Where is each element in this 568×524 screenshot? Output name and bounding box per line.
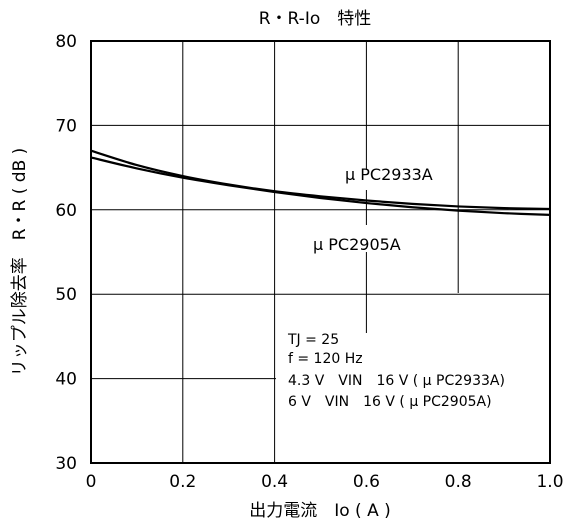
condition-line-2: f = 120 Hz [288, 351, 363, 367]
series-line-1 [90, 156, 551, 216]
y-tick-label-0: 30 [55, 454, 77, 474]
series-label-pc2933a: μ PC2933A [345, 165, 433, 184]
condition-line-3: 4.3 V VIN 16 V ( μ PC2933A) [288, 373, 505, 389]
x-tick-labels: 0 0.2 0.4 0.6 0.8 1.0 [86, 472, 564, 492]
series-line-0 [90, 149, 551, 211]
x-tick-label-3: 0.6 [353, 472, 380, 492]
y-tick-label-2: 50 [55, 285, 77, 305]
plot-frame [90, 40, 551, 464]
x-tick-label-5: 1.0 [536, 472, 563, 492]
series-lines [90, 149, 551, 216]
y-axis-label: リップル除去率 R・R ( dB ) [10, 148, 30, 377]
series-label-pc2905a: μ PC2905A [313, 235, 401, 254]
chart-title: R・R-Io 特性 [259, 9, 371, 29]
y-tick-label-1: 40 [55, 370, 77, 390]
y-tick-labels: 30 40 50 60 70 80 [55, 32, 77, 474]
x-tick-label-0: 0 [86, 472, 97, 492]
grid [91, 41, 550, 463]
x-tick-label-4: 0.8 [445, 472, 472, 492]
condition-line-1: TJ = 25 [287, 332, 339, 348]
y-tick-label-4: 70 [55, 116, 77, 136]
x-tick-label-1: 0.2 [169, 472, 196, 492]
x-tick-label-2: 0.4 [261, 472, 288, 492]
x-axis-label: 出力電流 Io ( A ) [249, 501, 391, 521]
condition-line-4: 6 V VIN 16 V ( μ PC2905A) [288, 394, 492, 410]
conditions-note: TJ = 25 f = 120 Hz 4.3 V VIN 16 V ( μ PC… [287, 332, 505, 410]
y-tick-label-5: 80 [55, 32, 77, 52]
y-tick-label-3: 60 [55, 201, 77, 221]
